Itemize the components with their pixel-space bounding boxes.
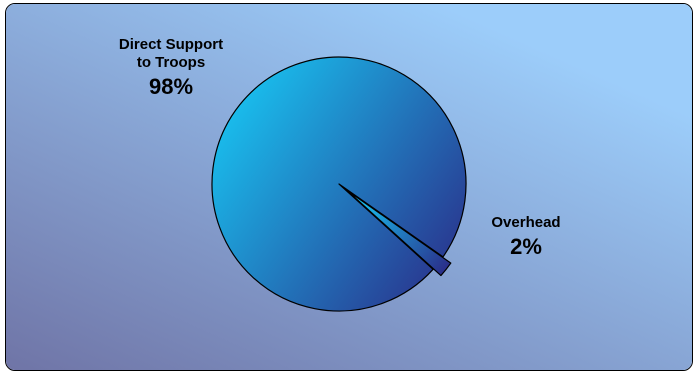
- slice-label-line: to Troops: [136, 54, 206, 71]
- slice-label-line: Direct Support: [118, 36, 224, 53]
- pie-slices: [211, 56, 467, 312]
- chart-panel: Direct Support to Troops 98% Overhead 2%: [5, 3, 693, 371]
- pie-chart: [6, 4, 692, 370]
- pie-slice-direct-support: [211, 56, 467, 312]
- slice-label-overhead: Overhead 2%: [471, 214, 581, 260]
- slice-value-label: 2%: [510, 234, 542, 259]
- slice-value-label: 98%: [148, 74, 194, 99]
- slice-label-line: Overhead: [491, 214, 561, 231]
- pie-slice-overhead: [346, 189, 452, 277]
- slice-label-direct-support: Direct Support to Troops 98%: [96, 36, 246, 100]
